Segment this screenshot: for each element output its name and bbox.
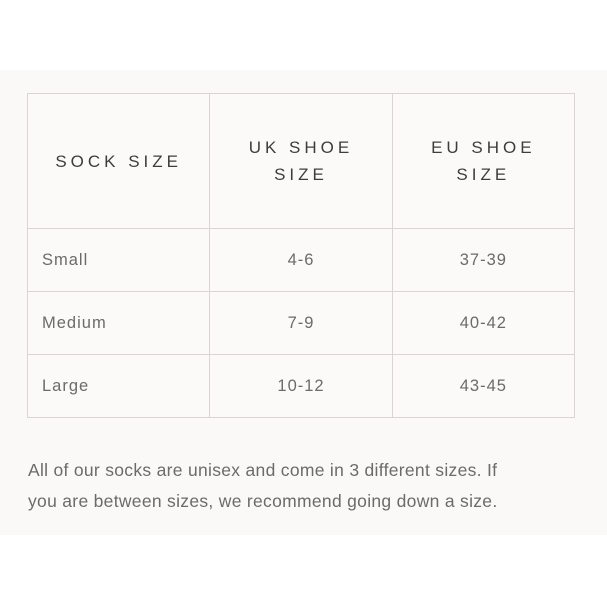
header-row: SOCK SIZE UK SHOE SIZE EU SHOE SIZE [26, 93, 576, 229]
sock-size-cell: Small [26, 228, 211, 292]
table-row-small: Small 4-6 37-39 [26, 228, 576, 292]
size-chart-body: Small 4-6 37-39 Medium 7-9 40-42 Large 1… [26, 228, 576, 418]
uk-size-cell: 10-12 [209, 354, 393, 418]
size-chart-header: SOCK SIZE UK SHOE SIZE EU SHOE SIZE [26, 93, 576, 229]
sock-size-cell: Medium [26, 291, 211, 355]
eu-size-cell: 40-42 [391, 291, 576, 355]
header-uk-shoe-size: UK SHOE SIZE [209, 93, 393, 229]
size-guide-panel: SOCK SIZE UK SHOE SIZE EU SHOE SIZE Smal… [0, 70, 607, 535]
header-eu-shoe-size: EU SHOE SIZE [391, 93, 576, 229]
sock-size-cell: Large [26, 354, 211, 418]
table-row-medium: Medium 7-9 40-42 [26, 291, 576, 355]
header-sock-size: SOCK SIZE [26, 93, 211, 229]
eu-size-cell: 37-39 [391, 228, 576, 292]
uk-size-cell: 4-6 [209, 228, 393, 292]
sock-size-chart-table: SOCK SIZE UK SHOE SIZE EU SHOE SIZE Smal… [26, 93, 576, 418]
sizing-note-text: All of our socks are unisex and come in … [28, 459, 498, 512]
uk-size-cell: 7-9 [209, 291, 393, 355]
table-row-large: Large 10-12 43-45 [26, 354, 576, 418]
eu-size-cell: 43-45 [391, 354, 576, 418]
